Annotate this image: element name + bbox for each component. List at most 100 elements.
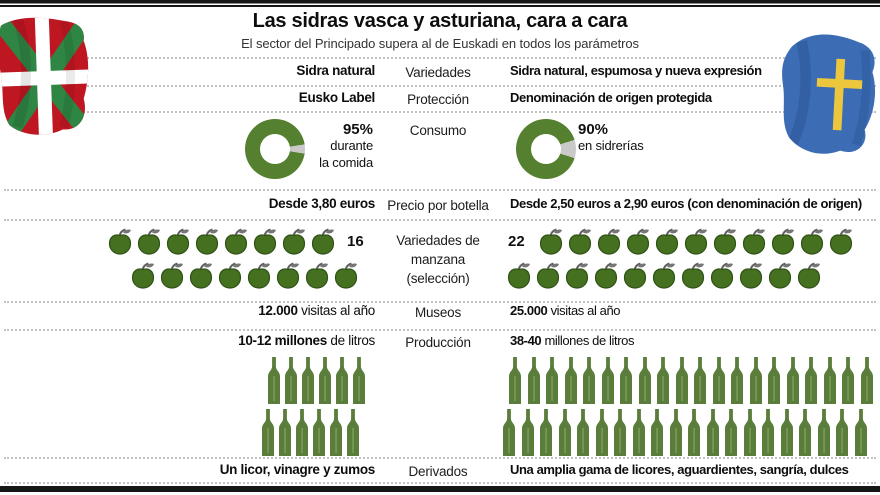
vasca-proteccion-value: Eusko Label [298, 90, 376, 105]
bottle-icon [601, 357, 614, 404]
row-label-museos: Museos [414, 305, 462, 320]
bottle-icon [330, 409, 342, 456]
bottom-rule [0, 486, 880, 492]
bottle-icon [353, 357, 365, 404]
apple-icon [135, 227, 163, 255]
bottle-icon [262, 409, 274, 456]
vasca-variedades-value: Sidra natural [296, 63, 375, 78]
bottle-icon [546, 357, 558, 404]
asturiana-produccion-value: 38-40 millones de litros [510, 333, 635, 348]
row-separator [4, 57, 876, 59]
bottle-icon [503, 409, 515, 456]
apple-icon [534, 261, 562, 289]
apple-icon [187, 261, 215, 289]
apple-icon [309, 227, 337, 255]
apple-icon [708, 261, 736, 289]
asturiana-museos-value: 25.000 visitas al año [510, 303, 621, 318]
apple-icon [222, 227, 250, 255]
bottle-icon [509, 357, 521, 404]
vasca-apples-pictogram-row2 [129, 261, 360, 289]
bottle-icon [620, 357, 632, 404]
bottle-icon [743, 409, 756, 456]
apple-icon [766, 261, 794, 289]
apple-icon [653, 227, 681, 255]
apple-icon [795, 261, 823, 289]
row-separator [4, 329, 876, 331]
bottle-icon [540, 409, 552, 456]
apple-icon [798, 227, 826, 255]
asturiana-consumo-donut-chart [516, 119, 576, 179]
bottle-icon [768, 357, 780, 404]
vasca-bottles-pictogram-row2 [262, 409, 359, 456]
bottle-icon [651, 409, 663, 456]
apple-icon [158, 261, 186, 289]
vasca-produccion-value: 10-12 millones de litros [238, 333, 375, 348]
bottle-icon [762, 409, 774, 456]
bottle-icon [558, 409, 571, 456]
apple-icon [682, 227, 710, 255]
bottle-icon [749, 357, 762, 404]
basque-flag-icon [0, 15, 91, 137]
bottle-icon [694, 357, 706, 404]
row-label-derivados: Derivados [408, 464, 468, 479]
bottle-icon [786, 357, 799, 404]
bottle-icon [319, 357, 331, 404]
asturiana-consumo-caption: en sidrerías [578, 138, 644, 153]
apple-icon [106, 227, 134, 255]
bottle-icon [805, 357, 817, 404]
bottle-icon [313, 409, 325, 456]
bottle-icon [583, 357, 595, 404]
bottle-icon [638, 357, 651, 404]
bottle-icon [731, 357, 743, 404]
asturias-flag-icon [777, 32, 878, 157]
apple-icon [505, 261, 533, 289]
bottle-icon [279, 409, 291, 456]
apple-icon [650, 261, 678, 289]
bottle-icon [595, 409, 608, 456]
page-subtitle: El sector del Principado supera al de Eu… [241, 36, 639, 51]
row-separator [4, 301, 876, 303]
vasca-apples-pictogram-row1 [106, 227, 337, 255]
asturiana-derivados-value: Una amplia gama de licores, aguardientes… [510, 462, 849, 477]
row-label-manzanas: Variedades de manzana (selección) [396, 233, 480, 287]
bottle-icon [817, 409, 830, 456]
top-rule [0, 0, 880, 7]
vasca-consumo-percent: 95% [342, 121, 373, 138]
apple-icon [624, 227, 652, 255]
bottle-icon [296, 409, 308, 456]
asturiana-apple-count: 22 [508, 233, 525, 250]
apple-icon [245, 261, 273, 289]
vasca-apple-count: 16 [347, 233, 364, 250]
bottle-icon [521, 409, 534, 456]
bottle-icon [632, 409, 645, 456]
row-separator [4, 457, 876, 459]
row-separator [4, 189, 876, 191]
apple-icon [303, 261, 331, 289]
row-separator [4, 111, 876, 113]
apple-icon [251, 227, 279, 255]
asturiana-precio-value: Desde 2,50 euros a 2,90 euros (con denom… [510, 196, 862, 211]
vasca-consumo-donut-chart [245, 119, 305, 179]
asturiana-bottles-pictogram-row2 [503, 409, 867, 456]
vasca-consumo-note: 95% durante la comida [303, 121, 373, 172]
apple-icon [537, 227, 565, 255]
apple-icon [737, 261, 765, 289]
asturiana-variedades-value: Sidra natural, espumosa y nueva expresió… [510, 63, 762, 78]
bottle-icon [823, 357, 836, 404]
bottle-icon [706, 409, 719, 456]
bottle-icon [860, 357, 873, 404]
apple-icon [595, 227, 623, 255]
bottle-icon [564, 357, 577, 404]
apple-icon [332, 261, 360, 289]
row-label-precio: Precio por botella [387, 198, 489, 213]
row-separator [4, 219, 876, 221]
apple-icon [827, 227, 855, 255]
apple-icon [164, 227, 192, 255]
bottle-icon [577, 409, 589, 456]
apple-icon [621, 261, 649, 289]
row-label-proteccion: Protección [407, 92, 469, 107]
asturiana-apples-pictogram-row1 [537, 227, 855, 255]
vasca-bottles-pictogram-row1 [268, 357, 365, 404]
bottle-icon [725, 409, 737, 456]
